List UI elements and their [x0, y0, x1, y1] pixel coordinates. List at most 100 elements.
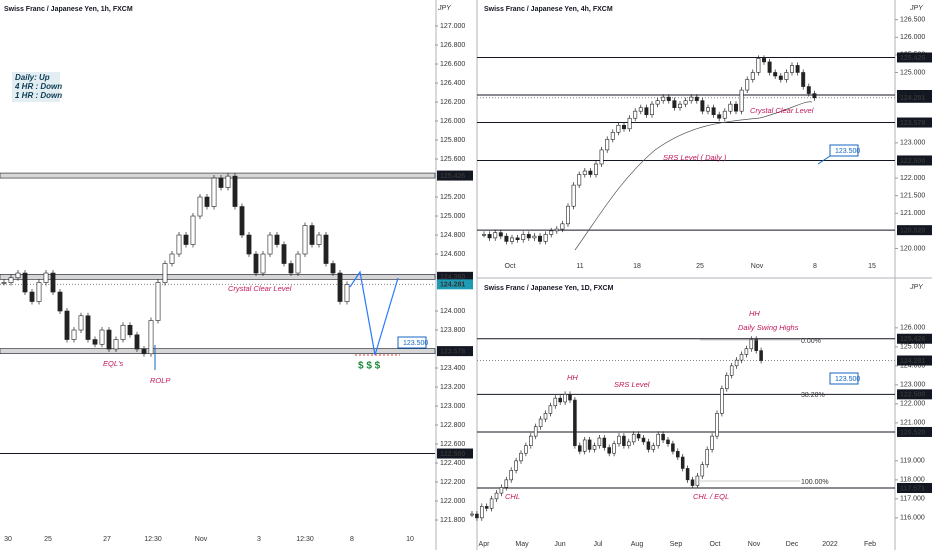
- projection: [349, 270, 399, 356]
- candle-body: [532, 235, 537, 239]
- price-badge: [437, 279, 473, 290]
- candle-body: [553, 397, 558, 407]
- y-tick-label: 122.000: [440, 498, 465, 505]
- x-tick-label: 15: [868, 263, 876, 270]
- candle-body: [295, 253, 301, 274]
- chart-title: Swiss Franc / Japanese Yen, 1h, FXCM: [4, 6, 133, 13]
- x-tick-label: Sep: [670, 541, 683, 548]
- x-tick-label: Nov: [195, 536, 208, 543]
- price-badge: [897, 225, 932, 236]
- candle-body: [1, 282, 7, 284]
- y-tick-label: 126.800: [440, 42, 465, 49]
- note: 38.20%: [801, 392, 825, 399]
- candle-body: [661, 433, 665, 441]
- candle-body: [750, 72, 755, 80]
- y-tick-label: 125.600: [440, 156, 465, 163]
- x-tick-label: Nov: [751, 263, 764, 270]
- candle-body: [43, 272, 49, 283]
- note: EQL's: [103, 359, 123, 368]
- candle-body: [582, 170, 587, 175]
- candle-body: [190, 215, 196, 245]
- candle-body: [812, 93, 817, 99]
- candle-body: [494, 492, 499, 500]
- bias-box: [12, 72, 60, 102]
- candle-body: [330, 263, 336, 274]
- y-tick-label: 121.000: [900, 420, 925, 427]
- y-tick-label: 121.000: [900, 210, 925, 217]
- candle-body: [597, 437, 602, 446]
- x-tick-label: Aug: [631, 541, 644, 548]
- candle-body: [267, 234, 273, 255]
- price-badge-label: 120.520: [900, 228, 925, 235]
- candle-body: [218, 177, 224, 188]
- candle-body: [641, 437, 646, 443]
- x-tick-label: 30: [4, 536, 12, 543]
- y-tick-label: 126.200: [440, 99, 465, 106]
- candle-body: [638, 107, 643, 112]
- candle-body: [710, 435, 714, 450]
- candle-body: [734, 103, 738, 112]
- candle-body: [120, 324, 126, 340]
- note: 123.500: [403, 340, 428, 347]
- x-tick-label: 12:30: [296, 536, 314, 543]
- price-badge: [437, 346, 473, 357]
- x-tick-label: 8: [813, 263, 817, 270]
- y-tick-label: 118.000: [900, 477, 925, 484]
- candle-body: [563, 394, 567, 403]
- candle-body: [739, 354, 744, 361]
- x-tick-label: Apr: [479, 541, 491, 548]
- candle-body: [337, 272, 343, 302]
- candle-body: [605, 139, 610, 151]
- candle-body: [587, 439, 592, 450]
- candle-body: [487, 234, 492, 239]
- candle-body: [71, 329, 77, 340]
- candle-body: [689, 96, 694, 101]
- candle-body: [739, 89, 744, 112]
- candle-body: [204, 196, 210, 207]
- candle-body: [722, 110, 727, 119]
- price-badge: [897, 92, 932, 103]
- price-badge-label: 123.578: [440, 348, 465, 355]
- candle-body: [622, 124, 626, 130]
- candle-body: [676, 451, 680, 458]
- note: 0.00%: [801, 338, 821, 345]
- candle-body: [672, 100, 677, 108]
- x-tick-label: May: [515, 541, 529, 548]
- y-tick-label: 125.800: [440, 137, 465, 144]
- candle-body: [801, 72, 806, 87]
- price-badge-label: 124.360: [440, 274, 465, 281]
- y-tick-label: 122.800: [440, 422, 465, 429]
- price-badge-label: 122.500: [900, 158, 925, 165]
- currency: JPY: [437, 5, 452, 12]
- candle-body: [281, 244, 287, 264]
- price-badge: [897, 355, 932, 366]
- price-badge: [897, 482, 932, 493]
- candle-body: [493, 232, 498, 239]
- price-badge: [897, 426, 932, 437]
- currency: JPY: [909, 284, 924, 291]
- x-tick-label: Feb: [864, 541, 876, 548]
- candle-body: [568, 394, 572, 401]
- x-tick-label: 2022: [822, 541, 838, 548]
- note: HH: [567, 373, 578, 382]
- candle-body: [720, 388, 724, 414]
- y-tick-label: 126.400: [440, 80, 465, 87]
- candle-body: [499, 487, 504, 494]
- candle-body: [554, 228, 559, 232]
- candle-body: [599, 149, 604, 165]
- candle-body: [543, 234, 548, 242]
- y-tick-label: 123.800: [440, 327, 465, 334]
- candle-body: [694, 96, 699, 101]
- candle-body: [607, 447, 611, 454]
- candle-body: [470, 513, 474, 516]
- candle-body: [514, 460, 518, 471]
- candle-body: [239, 206, 245, 236]
- y-tick-label: 122.000: [900, 401, 925, 408]
- chart-title: Swiss Franc / Japanese Yen, 4h, FXCM: [484, 6, 613, 13]
- target-box: [829, 144, 859, 157]
- candle-body: [656, 433, 660, 446]
- y-tick-label: 121.500: [900, 193, 925, 200]
- candle-body: [543, 413, 548, 420]
- candle-body: [571, 184, 576, 207]
